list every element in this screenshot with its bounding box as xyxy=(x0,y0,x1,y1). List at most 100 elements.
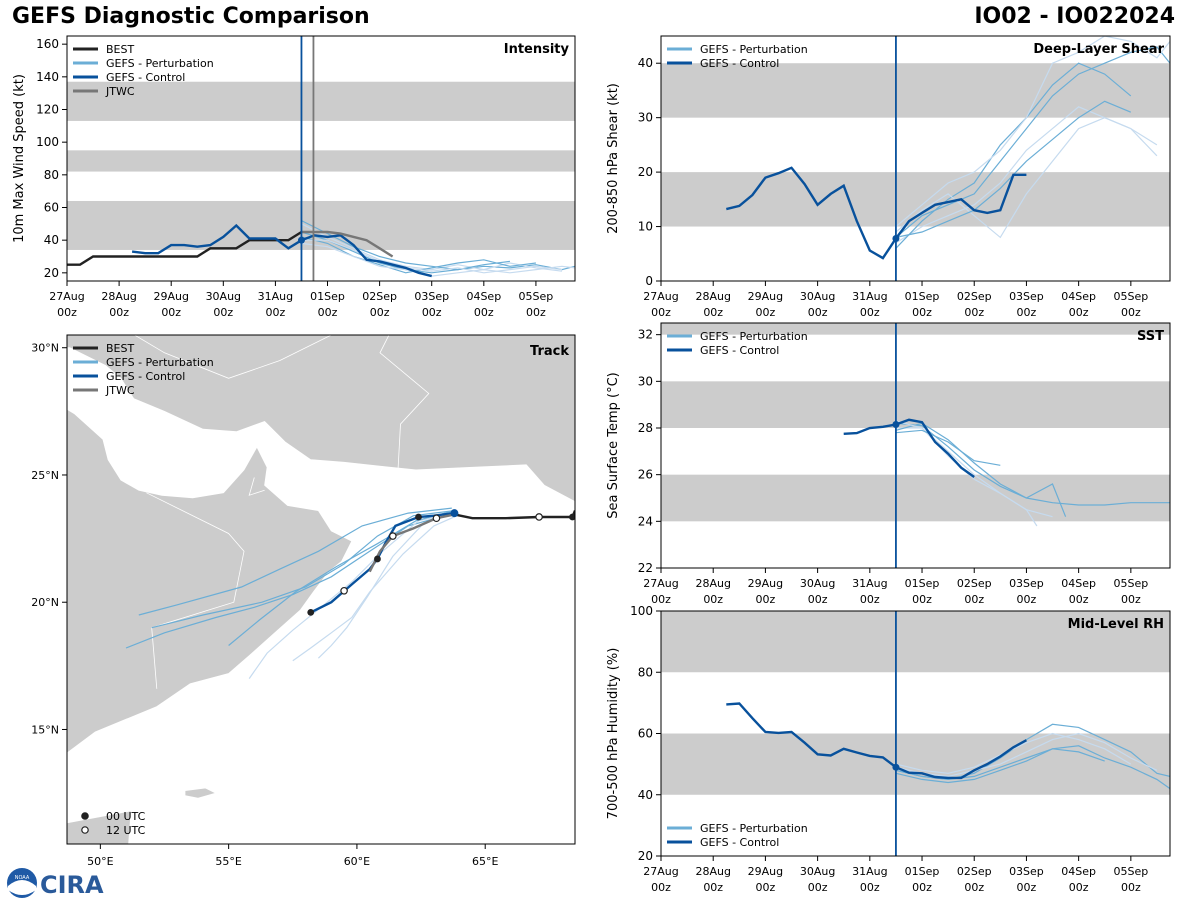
sst-xtick-day-9: 05Sep xyxy=(1113,577,1148,590)
shear-frame xyxy=(660,35,1171,282)
intensity-xtick-hour-9: 00z xyxy=(526,306,546,319)
sst-perturbation-line-0 xyxy=(895,422,1170,506)
track-perturbation-line-3 xyxy=(292,515,458,662)
shear-legend-label-1: GEFS - Control xyxy=(700,57,779,70)
sst-ytick-label-3: 28 xyxy=(638,421,653,435)
track-00utc-marker-1 xyxy=(415,513,422,521)
track-xtick-label-3: 65°E xyxy=(472,855,498,868)
intensity-xtick-hour-6: 00z xyxy=(370,306,390,319)
intensity-perturbation-line-4 xyxy=(301,220,510,271)
shear-xtick-hour-3: 00z xyxy=(808,306,828,319)
track-xtick-label-1: 55°E xyxy=(215,855,241,868)
rh-perturbation-line-2 xyxy=(895,745,1170,790)
intensity-legend-label-2: GEFS - Control xyxy=(106,71,185,84)
intensity-ytick-label-0: 20 xyxy=(44,266,59,280)
shear-xtick-hour-2: 00z xyxy=(756,306,776,319)
shear-panel: 0 10 20 30 40 27Aug 00z 28Aug 00z 29Aug 00z 30Aug 00… xyxy=(606,35,1171,319)
track-frame xyxy=(66,334,576,845)
shear-xtick-hour-6: 00z xyxy=(964,306,984,319)
noaa-wave-icon xyxy=(8,880,36,895)
rh-xtick-day-0: 27Aug xyxy=(643,865,678,878)
sst-perturbation-line-3 xyxy=(895,420,1053,518)
rh-panel: 20 40 60 80 100 27Aug 00z 28Aug 00z 29Aug 00z 30Aug… xyxy=(606,604,1171,894)
shear-xtick-hour-8: 00z xyxy=(1069,306,1089,319)
rh-ylabel: 700-500 hPa Humidity (%) xyxy=(606,648,621,820)
track-title: Track xyxy=(530,344,569,359)
track-legend-label-1: GEFS - Perturbation xyxy=(106,356,214,369)
intensity-ylabel: 10m Max Wind Speed (kt) xyxy=(12,74,27,243)
shear-xtick-day-0: 27Aug xyxy=(643,290,678,303)
intensity-xtick-hour-0: 00z xyxy=(57,306,77,319)
shear-plot-area xyxy=(661,36,1170,281)
sst-xtick-hour-7: 00z xyxy=(1017,593,1037,606)
land-somalia xyxy=(67,810,132,844)
shear-perturbation-line-3 xyxy=(895,117,1158,239)
intensity-best-line xyxy=(67,230,303,266)
track-perturbation-line-2 xyxy=(151,510,455,629)
track-12utc-marker-3 xyxy=(432,514,441,523)
intensity-xtick-hour-7: 00z xyxy=(422,306,442,319)
shear-ytick-label-3: 30 xyxy=(638,111,653,125)
track-ytick-label-1: 20°N xyxy=(31,596,59,609)
rh-xtick-hour-8: 00z xyxy=(1069,881,1089,894)
intensity-xtick-hour-1: 00z xyxy=(109,306,129,319)
intensity-plot-area xyxy=(67,36,575,281)
border-iran-pakistan xyxy=(379,335,430,470)
intensity-ytick-label-7: 160 xyxy=(36,37,59,51)
shear-xtick-day-1: 28Aug xyxy=(695,290,730,303)
track-00utc-marker-3 xyxy=(307,609,315,616)
intensity-xtick-day-4: 31Aug xyxy=(258,290,293,303)
shear-xtick-hour-9: 00z xyxy=(1121,306,1141,319)
track-12utc-marker-2 xyxy=(340,586,348,595)
intensity-band-1 xyxy=(67,150,575,172)
track-12utc-marker-0 xyxy=(535,513,543,521)
sst-panel: 22 24 26 28 30 32 27Aug 00z 28Aug 00z 29Aug 00z 30Au… xyxy=(606,322,1171,606)
intensity-ytick-label-6: 140 xyxy=(36,70,59,84)
intensity-xtick-day-8: 04Sep xyxy=(466,290,501,303)
intensity-xtick-day-9: 05Sep xyxy=(519,290,554,303)
rh-xtick-day-9: 05Sep xyxy=(1113,865,1148,878)
sst-xtick-hour-8: 00z xyxy=(1069,593,1089,606)
sst-xtick-day-7: 03Sep xyxy=(1009,577,1044,590)
rh-xtick-hour-3: 00z xyxy=(808,881,828,894)
shear-xtick-hour-4: 00z xyxy=(860,306,880,319)
rh-xtick-day-3: 30Aug xyxy=(800,865,835,878)
intensity-perturbation-line-3 xyxy=(301,242,575,277)
sst-band-2 xyxy=(661,323,1170,335)
rh-perturbation-line-4 xyxy=(895,748,1105,781)
land-socotra xyxy=(184,787,217,799)
rh-ytick-label-4: 100 xyxy=(630,604,653,618)
track-xtick-label-2: 60°E xyxy=(344,855,370,868)
track-00utc-marker-2 xyxy=(374,555,381,563)
rh-xtick-day-7: 03Sep xyxy=(1009,865,1044,878)
shear-ytick-label-4: 40 xyxy=(638,56,653,70)
track-marker-legend-label-1: 12 UTC xyxy=(106,824,146,837)
shear-perturbation-line-0 xyxy=(895,46,1170,238)
sst-perturbation-line-2 xyxy=(895,422,1067,517)
sst-ytick-label-5: 32 xyxy=(638,328,653,342)
shear-perturbation-line-5 xyxy=(895,36,1170,228)
track-perturbation-line-6 xyxy=(228,510,455,646)
border-province-1 xyxy=(133,335,332,379)
shear-band-1 xyxy=(661,63,1170,118)
shear-xtick-hour-0: 00z xyxy=(651,306,671,319)
track-legend-label-3: JTWC xyxy=(105,384,135,397)
intensity-xtick-day-5: 01Sep xyxy=(310,290,345,303)
intensity-ytick-label-2: 60 xyxy=(44,201,59,215)
track-xtick-label-0: 50°E xyxy=(87,855,113,868)
intensity-xtick-hour-8: 00z xyxy=(474,306,494,319)
track-legend-label-0: BEST xyxy=(106,342,134,355)
rh-xtick-hour-1: 00z xyxy=(703,881,723,894)
figure-title: GEFS Diagnostic Comparison xyxy=(12,4,370,29)
rh-control-line xyxy=(726,702,1027,780)
rh-xtick-hour-4: 00z xyxy=(860,881,880,894)
cira-logo-text: CIRA xyxy=(40,871,104,899)
shear-xtick-day-2: 29Aug xyxy=(748,290,783,303)
sst-frame xyxy=(660,322,1171,569)
track-ytick-label-2: 25°N xyxy=(31,469,59,482)
rh-xtick-hour-2: 00z xyxy=(756,881,776,894)
rh-ytick-label-1: 40 xyxy=(638,788,653,802)
rh-ytick-label-2: 60 xyxy=(638,727,653,741)
track-perturbation-line-1 xyxy=(248,512,455,679)
intensity-control-line xyxy=(131,223,432,278)
